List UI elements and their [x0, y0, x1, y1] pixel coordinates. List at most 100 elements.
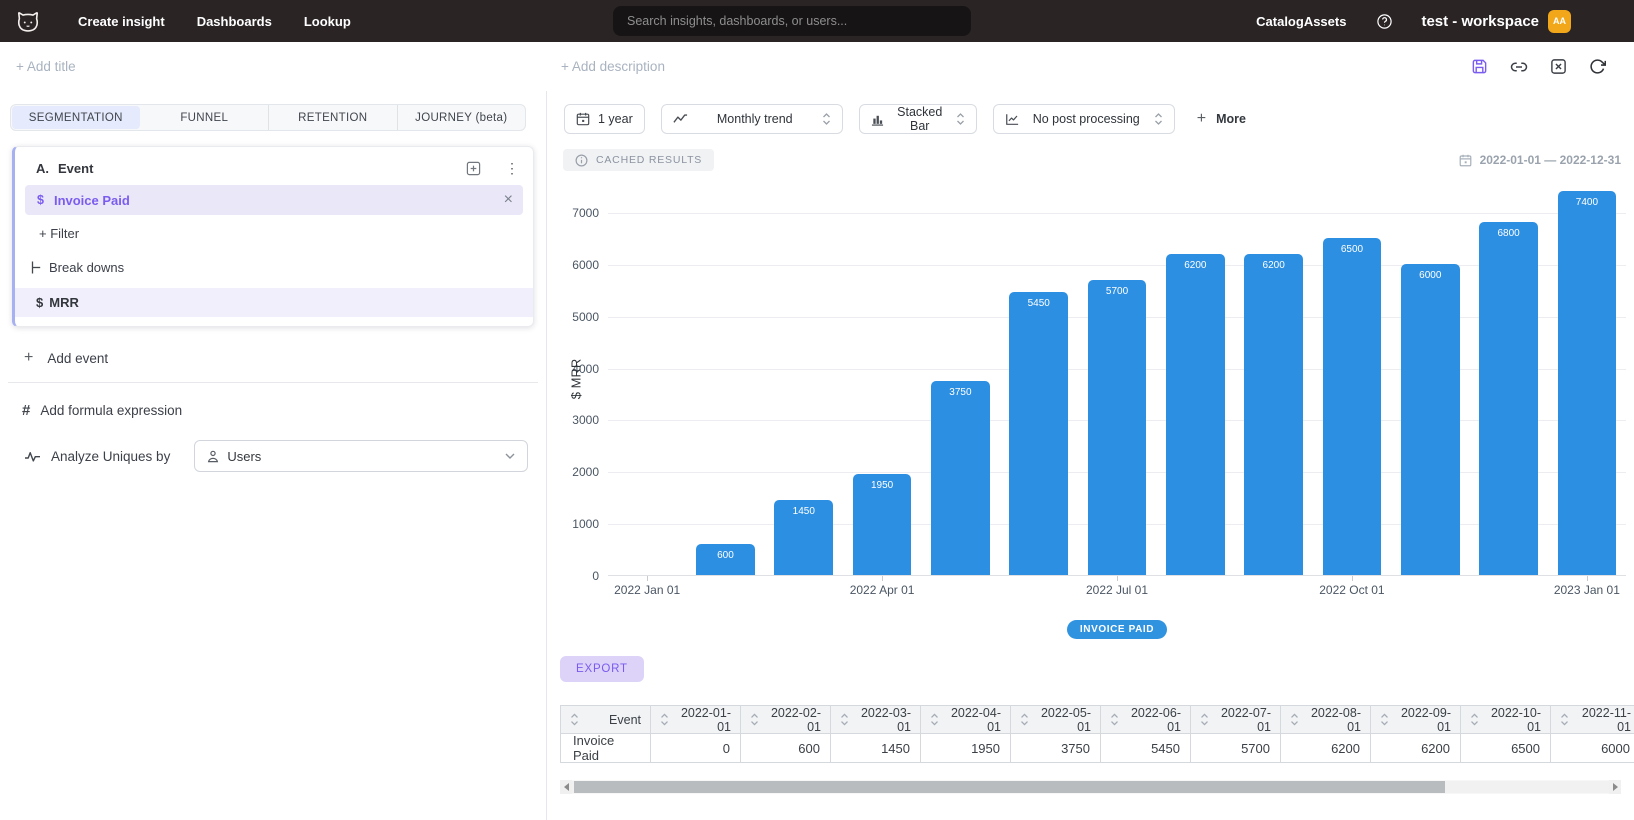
- selected-event[interactable]: $ Invoice Paid ×: [25, 185, 523, 215]
- column-header-2022-09-01[interactable]: 2022-09-01: [1371, 706, 1461, 734]
- sort-icon[interactable]: [1470, 713, 1479, 726]
- bar-slot: 1950: [843, 182, 921, 575]
- column-header-2022-10-01[interactable]: 2022-10-01: [1461, 706, 1551, 734]
- duplicate-event-button[interactable]: [466, 161, 481, 176]
- remove-event-icon[interactable]: ×: [503, 191, 513, 208]
- column-header-2022-08-01[interactable]: 2022-08-01: [1281, 706, 1371, 734]
- nav-catalog[interactable]: Catalog: [1256, 13, 1304, 29]
- bar-2022-09-01[interactable]: 6200: [1244, 253, 1304, 575]
- refresh-button[interactable]: [1589, 58, 1606, 75]
- bar-slot: 7400: [1548, 182, 1626, 575]
- sort-icon[interactable]: [750, 713, 759, 726]
- column-header-2022-03-01[interactable]: 2022-03-01: [831, 706, 921, 734]
- bar-2022-10-01[interactable]: 6500: [1322, 238, 1382, 575]
- column-header-event[interactable]: Event: [561, 706, 651, 734]
- share-link-button[interactable]: [1510, 58, 1528, 76]
- cell-2022-10-01: 6500: [1461, 734, 1551, 763]
- analyze-uniques-label: Analyze Uniques by: [51, 448, 171, 464]
- gridline: [608, 213, 1626, 215]
- scrollbar-track[interactable]: [572, 781, 1609, 793]
- link-icon: [1510, 58, 1528, 76]
- chart-type-select[interactable]: Stacked Bar: [858, 104, 977, 134]
- cached-results-label: CACHED RESULTS: [596, 154, 703, 166]
- column-label: 2022-07-01: [1220, 705, 1271, 734]
- help-button[interactable]: [1376, 13, 1393, 30]
- bar-2023-01-01[interactable]: 7400: [1557, 191, 1617, 575]
- add-filter-button[interactable]: + Filter: [39, 226, 80, 241]
- sort-icon[interactable]: [660, 713, 669, 726]
- tab-journey[interactable]: JOURNEY (beta): [396, 105, 526, 130]
- trend-select[interactable]: Monthly trend: [660, 104, 843, 134]
- bar-2022-05-01[interactable]: 3750: [931, 380, 990, 575]
- bar-2022-03-01[interactable]: 1450: [774, 499, 834, 575]
- column-header-2022-07-01[interactable]: 2022-07-01: [1191, 706, 1281, 734]
- tab-retention[interactable]: RETENTION: [268, 105, 397, 130]
- workspace-name[interactable]: test - workspace: [1421, 12, 1539, 30]
- scroll-left-arrow[interactable]: [560, 780, 572, 794]
- nav-dashboards[interactable]: Dashboards: [196, 13, 272, 29]
- add-formula-button[interactable]: # Add formula expression: [22, 402, 546, 419]
- sort-icon[interactable]: [570, 713, 579, 726]
- bar-slot: [608, 182, 686, 575]
- scroll-right-arrow[interactable]: [1609, 780, 1621, 794]
- nav-create-insight[interactable]: Create insight: [78, 13, 165, 29]
- breakdowns-label: Break downs: [49, 260, 125, 275]
- bar-2022-12-01[interactable]: 6800: [1479, 222, 1538, 575]
- close-insight-button[interactable]: [1550, 58, 1567, 75]
- app-logo[interactable]: [10, 10, 46, 33]
- bar-slot: 1450: [765, 182, 843, 575]
- save-button[interactable]: [1471, 58, 1488, 75]
- legend-invoice-paid[interactable]: INVOICE PAID: [1066, 620, 1168, 639]
- panel-divider: [8, 382, 538, 383]
- event-options-button[interactable]: ⋮: [505, 161, 519, 175]
- column-header-2022-11-01[interactable]: 2022-11-01: [1551, 706, 1634, 734]
- sort-icon[interactable]: [1560, 713, 1569, 726]
- bar-value-label: 6800: [1497, 228, 1520, 240]
- sort-icon[interactable]: [1110, 713, 1119, 726]
- breakdown-property[interactable]: $ MRR: [15, 288, 533, 317]
- breakdowns-button[interactable]: Break downs: [15, 260, 533, 275]
- breakdown-icon: [31, 261, 41, 274]
- title-actions: [1471, 58, 1606, 76]
- column-header-2022-04-01[interactable]: 2022-04-01: [921, 706, 1011, 734]
- sort-icon[interactable]: [1200, 713, 1209, 726]
- sort-icon[interactable]: [930, 713, 939, 726]
- bar-value-label: 6200: [1184, 259, 1207, 271]
- nav-lookup[interactable]: Lookup: [303, 13, 351, 29]
- search-input[interactable]: [613, 6, 971, 36]
- chart-type-value: Stacked Bar: [897, 105, 943, 133]
- bar-2022-02-01[interactable]: 600: [696, 543, 755, 575]
- cell-2022-08-01: 6200: [1281, 734, 1371, 763]
- nav-assets[interactable]: Assets: [1303, 13, 1347, 29]
- post-processing-select[interactable]: No post processing: [992, 104, 1175, 134]
- bar-2022-08-01[interactable]: 6200: [1165, 253, 1225, 575]
- tab-segmentation[interactable]: SEGMENTATION: [12, 106, 140, 129]
- column-header-2022-01-01[interactable]: 2022-01-01: [651, 706, 741, 734]
- scrollbar-thumb[interactable]: [574, 781, 1446, 793]
- horizontal-scrollbar[interactable]: [560, 780, 1621, 794]
- bar-2022-07-01[interactable]: 5700: [1087, 279, 1147, 575]
- avatar[interactable]: AA: [1548, 9, 1571, 33]
- sort-icon[interactable]: [1020, 713, 1029, 726]
- sort-icon[interactable]: [1290, 713, 1299, 726]
- y-axis-tick-label: 3000: [572, 413, 599, 428]
- add-event-button[interactable]: + Add event: [24, 350, 546, 366]
- date-preset-button[interactable]: 1 year: [564, 104, 645, 134]
- add-title-field[interactable]: + Add title: [16, 59, 76, 74]
- bar-2022-11-01[interactable]: 6000: [1400, 263, 1460, 575]
- bar-slot: 6800: [1469, 182, 1547, 575]
- export-button[interactable]: EXPORT: [560, 656, 644, 682]
- column-header-2022-05-01[interactable]: 2022-05-01: [1011, 706, 1101, 734]
- column-header-2022-02-01[interactable]: 2022-02-01: [741, 706, 831, 734]
- more-options-button[interactable]: + More: [1197, 111, 1246, 127]
- date-range-display[interactable]: 2022-01-01 — 2022-12-31: [1459, 153, 1621, 167]
- add-description-field[interactable]: + Add description: [561, 59, 665, 74]
- tab-funnel[interactable]: FUNNEL: [180, 111, 229, 124]
- bar-2022-06-01[interactable]: 5450: [1009, 292, 1069, 575]
- cell-2022-04-01: 1950: [921, 734, 1011, 763]
- analyze-entity-select[interactable]: Users: [194, 440, 528, 472]
- sort-icon[interactable]: [1380, 713, 1389, 726]
- column-header-2022-06-01[interactable]: 2022-06-01: [1101, 706, 1191, 734]
- sort-icon[interactable]: [840, 713, 849, 726]
- bar-2022-04-01[interactable]: 1950: [852, 473, 912, 575]
